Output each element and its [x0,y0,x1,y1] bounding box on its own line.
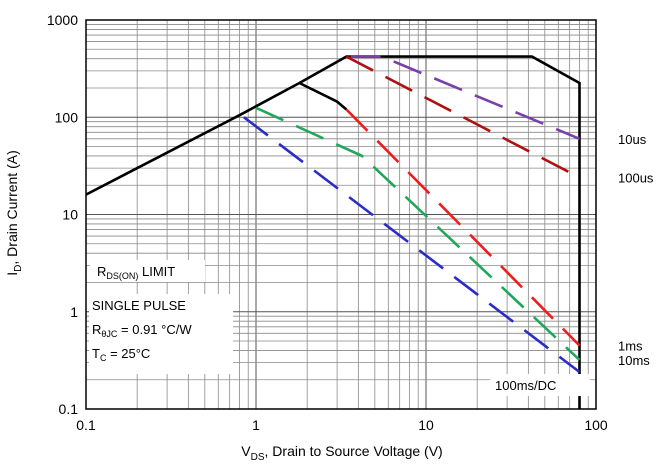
x-tick-label: 1 [252,417,260,433]
curve-label: 10ms [618,353,650,368]
curve-label: 1ms [618,338,643,353]
conditions-box [89,294,233,374]
series-line-10us [350,55,580,141]
y-tick-label: 0.1 [59,401,79,417]
series-layer [85,55,581,409]
dc-label-box [490,374,590,396]
x-axis-title: VDS, Drain to Source Voltage (V) [241,443,442,463]
boundary-line [298,81,348,111]
thermal-resistance-label: RθJC = 0.91 °C/W [92,322,192,339]
x-tick-label: 100 [584,417,608,433]
rds-limit-label: RDS(ON) LIMIT [97,264,175,281]
curve-label: 100us [618,171,654,186]
case-temperature-label: TC = 25°C [92,346,150,363]
series-line-1ms [345,108,581,347]
series-line-100ms-dc [243,116,581,374]
series-line-10ms [255,106,581,361]
curve-label: 10us [618,132,647,147]
y-tick-label: 1 [70,304,78,320]
x-tick-label: 10 [418,417,434,433]
curve-label-100ms-dc: 100ms/DC [495,378,556,393]
x-tick-label: 0.1 [76,417,96,433]
axis-tick-labels: 0.1 1 10 100 1000 100 10 1 0.1 [47,12,608,433]
single-pulse-label: SINGLE PULSE [92,298,186,313]
y-tick-label: 100 [55,109,79,125]
plot-frame [85,19,597,410]
y-axis-title: ID, Drain Current (A) [4,150,24,275]
y-tick-label: 1000 [47,12,78,28]
rds-limit-box [90,260,205,282]
y-tick-label: 10 [62,207,78,223]
